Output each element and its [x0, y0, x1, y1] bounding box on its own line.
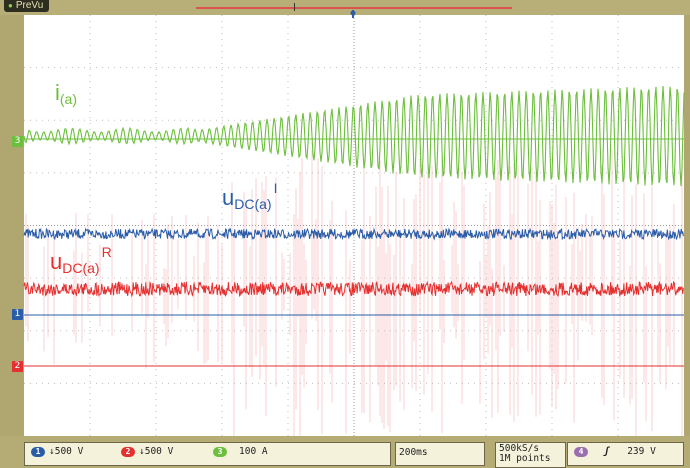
- ch1-scale-value: ↓500 V: [49, 446, 84, 457]
- ch3-ground-marker[interactable]: 3: [12, 136, 23, 147]
- ch1-scale[interactable]: 1 ↓500 V: [31, 446, 83, 457]
- trace-label-sub: DC(a): [62, 260, 100, 276]
- graticule: [24, 15, 684, 436]
- traces: [23, 85, 685, 439]
- record-timeline: [196, 7, 512, 9]
- ch2-scale[interactable]: 2 ↓500 V: [121, 446, 173, 457]
- ch3-badge: 3: [213, 446, 227, 457]
- trace-label-sub: (a): [59, 91, 78, 107]
- channel-scale-panel: 1 ↓500 V 2 ↓500 V 3 100 A: [24, 442, 391, 466]
- ch2-voltage-trace: [23, 280, 684, 298]
- trace-label-sub: DC(a): [234, 196, 272, 212]
- trace-label-sup: R: [101, 244, 112, 260]
- trace-label-sup: I: [273, 180, 278, 196]
- ch3-current-trace: [23, 85, 685, 187]
- ch2-badge: 2: [121, 446, 135, 457]
- timeline-marker: [294, 3, 295, 11]
- trace-label-base: u: [222, 185, 235, 210]
- ch3-scale[interactable]: 3 100 A: [213, 446, 268, 457]
- timebase-value: 200ms: [399, 447, 428, 458]
- trigger-source-badge: 4: [574, 446, 588, 457]
- trigger-panel[interactable]: 4 ʃ 239 V: [567, 442, 684, 466]
- ch1-voltage-trace: [23, 227, 684, 241]
- status-dot-icon: ●: [8, 1, 13, 10]
- mode-label: PreVu: [15, 0, 44, 11]
- prevu-badge: ● PreVu: [4, 0, 50, 12]
- ch1-ground-marker[interactable]: 1: [12, 309, 23, 320]
- trace-label-udc-r: uDC(a)R: [50, 244, 112, 276]
- acquisition-panel[interactable]: 500kS/s 1M points: [495, 442, 566, 468]
- trace-label-udc-i: uDC(a)I: [222, 180, 277, 212]
- trace-label-i-a: i(a): [55, 80, 77, 107]
- trigger-level: 239 V: [627, 446, 656, 457]
- trace-label-base: i: [55, 80, 60, 105]
- ch2-scale-value: ↓500 V: [139, 446, 174, 457]
- timebase-panel[interactable]: 200ms: [395, 442, 485, 466]
- ch1-badge: 1: [31, 446, 45, 457]
- ch3-scale-value: 100 A: [239, 446, 268, 457]
- record-length: 1M points: [499, 453, 551, 464]
- ch2-ground-marker[interactable]: 2: [12, 361, 23, 372]
- sample-rate: 500kS/s: [499, 443, 540, 454]
- trace-label-base: u: [50, 249, 63, 274]
- top-bar: ● PreVu: [0, 0, 690, 15]
- rising-edge-icon: ʃ: [603, 446, 610, 457]
- trigger-position-dot: [350, 10, 356, 16]
- trigger-readout: 4 ʃ 239 V: [574, 446, 656, 457]
